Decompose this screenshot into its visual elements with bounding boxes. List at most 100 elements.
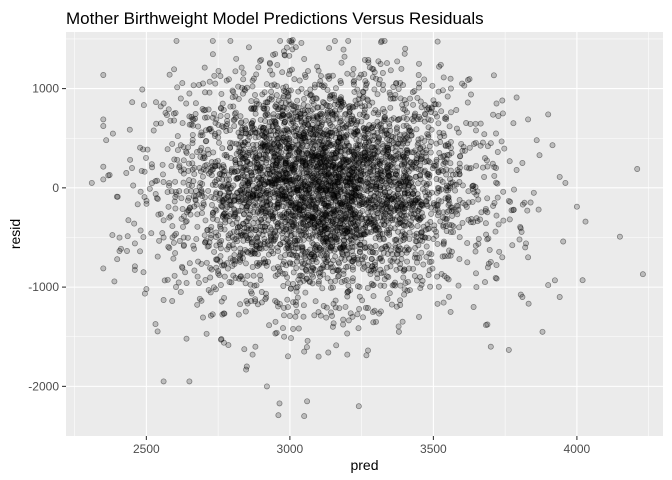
scatter-point	[381, 108, 388, 115]
scatter-point	[349, 190, 356, 196]
scatter-point	[160, 171, 166, 178]
scatter-point	[154, 328, 161, 335]
scatter-point	[295, 325, 302, 332]
scatter-point	[464, 259, 471, 266]
scatter-point	[381, 116, 388, 123]
scatter-point	[453, 107, 460, 113]
scatter-point	[216, 239, 223, 246]
x-axis-title: pred	[350, 457, 378, 473]
scatter-point	[196, 295, 203, 302]
scatter-point	[172, 250, 179, 257]
scatter-point	[276, 172, 283, 179]
scatter-point	[264, 238, 271, 245]
scatter-point	[521, 199, 528, 206]
scatter-point	[397, 302, 404, 308]
scatter-point	[329, 268, 336, 275]
scatter-point	[270, 213, 277, 220]
scatter-point	[199, 210, 205, 217]
scatter-point	[473, 284, 480, 291]
scatter-point	[347, 207, 354, 214]
scatter-point	[231, 123, 238, 129]
scatter-point	[349, 103, 356, 110]
scatter-point	[352, 103, 359, 110]
scatter-point	[253, 142, 260, 148]
scatter-point	[387, 154, 394, 161]
scatter-point	[307, 86, 314, 93]
scatter-point	[273, 170, 280, 177]
scatter-point	[332, 97, 339, 104]
scatter-point	[143, 200, 150, 207]
scatter-point	[288, 37, 295, 44]
scatter-point	[293, 132, 300, 139]
scatter-point	[283, 158, 289, 165]
scatter-point	[280, 258, 287, 265]
scatter-point	[349, 113, 356, 120]
scatter-point	[483, 231, 490, 238]
scatter-point	[169, 140, 176, 147]
scatter-point	[321, 201, 327, 208]
scatter-point	[398, 65, 405, 72]
scatter-point	[416, 313, 422, 320]
scatter-point	[304, 150, 311, 157]
scatter-point	[274, 200, 281, 206]
scatter-point	[224, 204, 231, 210]
scatter-point	[271, 136, 278, 143]
scatter-point	[360, 111, 367, 118]
scatter-point	[372, 183, 379, 190]
scatter-point	[359, 256, 366, 263]
scatter-point	[413, 159, 419, 166]
scatter-point	[140, 269, 147, 276]
scatter-point	[388, 301, 395, 308]
scatter-point	[224, 113, 231, 119]
scatter-point	[376, 227, 383, 234]
scatter-point	[257, 277, 264, 283]
scatter-point	[266, 322, 273, 329]
scatter-point	[250, 142, 257, 148]
scatter-point	[354, 86, 361, 93]
scatter-point	[274, 157, 281, 164]
scatter-point	[353, 221, 360, 228]
scatter-point	[275, 163, 282, 170]
scatter-point	[336, 135, 343, 142]
scatter-point	[239, 169, 246, 176]
scatter-point	[290, 102, 297, 109]
scatter-point	[375, 134, 382, 141]
scatter-point	[385, 194, 392, 201]
scatter-point	[276, 167, 283, 174]
scatter-point	[189, 153, 196, 160]
scatter-point	[306, 181, 313, 188]
scatter-point	[281, 52, 288, 59]
scatter-point	[260, 124, 266, 131]
scatter-point	[219, 198, 226, 205]
scatter-point	[495, 221, 502, 228]
scatter-point	[404, 258, 411, 265]
scatter-point	[300, 158, 306, 164]
scatter-point	[226, 176, 233, 183]
scatter-point	[344, 251, 351, 258]
scatter-point	[384, 60, 390, 67]
scatter-point	[256, 245, 263, 252]
scatter-point	[319, 219, 326, 226]
scatter-point	[202, 162, 208, 169]
scatter-point	[370, 319, 377, 326]
scatter-point	[340, 99, 346, 106]
scatter-point	[168, 163, 175, 169]
scatter-point	[491, 200, 498, 206]
scatter-point	[143, 286, 150, 293]
scatter-point	[239, 276, 246, 283]
scatter-point	[459, 219, 466, 226]
scatter-point	[321, 177, 328, 184]
scatter-point	[274, 244, 281, 251]
scatter-point	[315, 67, 322, 74]
scatter-point	[312, 256, 319, 262]
scatter-point	[281, 120, 287, 127]
scatter-point	[428, 105, 435, 112]
scatter-point	[370, 293, 377, 300]
scatter-point	[274, 129, 281, 136]
scatter-point	[392, 91, 399, 98]
scatter-point	[406, 197, 413, 204]
scatter-point	[505, 346, 512, 353]
scatter-point	[402, 135, 409, 142]
scatter-point	[339, 121, 346, 128]
scatter-point	[450, 206, 457, 213]
